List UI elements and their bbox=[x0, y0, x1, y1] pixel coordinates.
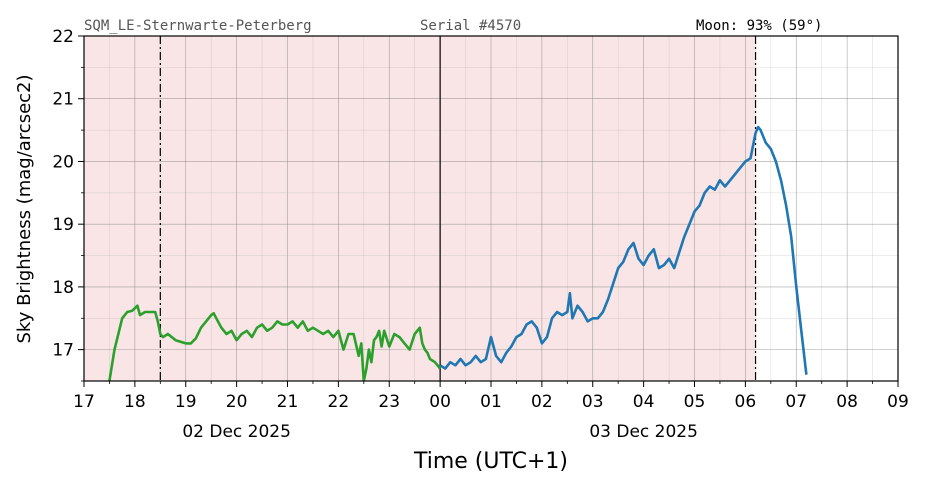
series-line-0 bbox=[108, 304, 442, 381]
y-tick-label: 17 bbox=[52, 341, 74, 361]
x-tick-label: 06 bbox=[735, 392, 757, 412]
series-layer bbox=[108, 125, 808, 381]
header-serial: Serial #4570 bbox=[420, 18, 521, 34]
x-tick-label: 08 bbox=[836, 392, 858, 412]
date-label-1: 03 Dec 2025 bbox=[589, 422, 698, 442]
x-tick-label: 22 bbox=[328, 392, 350, 412]
reference-lines-layer bbox=[159, 36, 757, 381]
y-tick-label: 22 bbox=[52, 27, 74, 47]
x-axis-title: Time (UTC+1) bbox=[413, 449, 568, 474]
grid-layer bbox=[83, 35, 899, 381]
x-tick-label: 00 bbox=[429, 392, 451, 412]
x-tick-label: 09 bbox=[887, 392, 909, 412]
x-tick-label: 01 bbox=[480, 392, 502, 412]
x-tick-label: 04 bbox=[633, 392, 655, 412]
x-tick-label: 19 bbox=[175, 392, 197, 412]
x-tick-label: 17 bbox=[73, 392, 95, 412]
x-tick-label: 23 bbox=[378, 392, 400, 412]
header-moon: Moon: 93% (59°) bbox=[696, 18, 822, 34]
date-label-0: 02 Dec 2025 bbox=[182, 422, 291, 442]
axes-layer bbox=[78, 35, 899, 387]
tick-labels-layer: 17 18 19 20 21 22 23 00 01 02 03 04 05 06 07 08 09 17 18 19… bbox=[52, 27, 908, 442]
header-station: SQM_LE-Sternwarte-Peterberg bbox=[84, 18, 312, 34]
x-tick-label: 07 bbox=[785, 392, 807, 412]
x-tick-label: 18 bbox=[124, 392, 146, 412]
y-tick-label: 20 bbox=[52, 152, 74, 172]
series-line-1 bbox=[439, 125, 808, 375]
y-tick-label: 19 bbox=[52, 215, 74, 235]
x-tick-label: 21 bbox=[277, 392, 299, 412]
x-tick-label: 02 bbox=[531, 392, 553, 412]
y-axis-title: Sky Brightness (mag/arcsec2) bbox=[14, 74, 35, 343]
x-tick-label: 05 bbox=[684, 392, 706, 412]
y-tick-label: 18 bbox=[52, 278, 74, 298]
x-tick-label: 03 bbox=[582, 392, 604, 412]
y-tick-label: 21 bbox=[52, 90, 74, 110]
x-tick-label: 20 bbox=[226, 392, 248, 412]
